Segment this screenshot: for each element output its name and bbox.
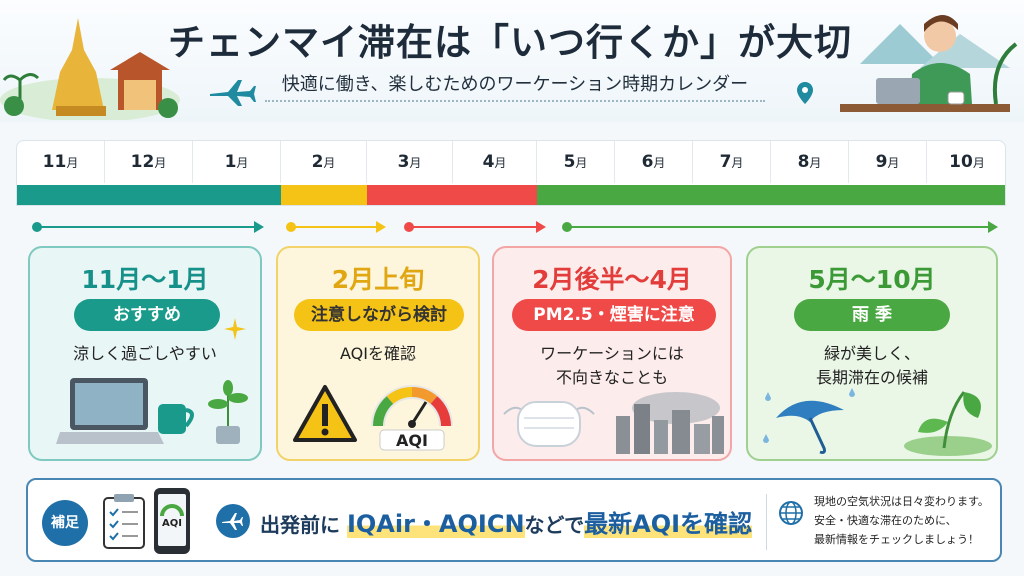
card-badge: PM2.5・煙害に注意 <box>512 299 716 331</box>
page-title: チェンマイ滞在は「いつ行くか」が大切 <box>168 21 852 64</box>
month-cell: 9月 <box>849 141 927 183</box>
month-cell: 12月 <box>105 141 193 183</box>
arrow-rainy <box>562 221 998 233</box>
supplement-note: 補足 AQI 出発前に IQAir・AQICNなどで最新AQIを確認 現地の空気… <box>26 478 1002 562</box>
smartphone-icon <box>154 488 190 554</box>
subtitle-divider <box>265 100 765 102</box>
card-badge: 注意しながら検討 <box>294 299 464 331</box>
card-description: AQIを確認 <box>340 344 416 363</box>
arrow-caution <box>286 221 386 233</box>
airplane-icon <box>210 80 256 106</box>
person-working-illustration <box>840 15 1018 112</box>
card-title: 2月上旬 <box>331 265 425 294</box>
note-message: 出発前に IQAir・AQICNなどで最新AQIを確認 <box>260 510 753 538</box>
header: チェンマイ滞在は「いつ行くか」が大切 快適に働き、楽しむためのワーケーション時期… <box>0 0 1024 122</box>
card-rainy: 5月～10月 雨 季 緑が美しく、 長期滞在の候補 <box>746 246 998 461</box>
month-cell: 6月 <box>615 141 693 183</box>
card-recommended: 11月～1月 おすすめ 涼しく過ごしやすい <box>28 246 262 461</box>
card-title: 11月～1月 <box>81 265 209 294</box>
laptop-icon <box>56 378 164 444</box>
season-bar-caution <box>281 185 367 205</box>
face-mask-icon <box>503 401 595 447</box>
page-subtitle: 快適に働き、楽しむためのワーケーション時期カレンダー <box>281 74 749 95</box>
aqi-gauge-icon <box>371 385 453 451</box>
month-timeline: 11月 12月 1月 2月 3月 4月 5月 6月 7月 8月 9月 10月 <box>16 140 1006 206</box>
month-cell: 1月 <box>193 141 281 183</box>
plant-icon <box>208 380 248 444</box>
umbrella-icon <box>763 388 855 454</box>
coffee-cup-icon <box>158 404 194 434</box>
season-bar-rainy <box>537 185 1005 205</box>
month-cell: 2月 <box>281 141 367 183</box>
warning-icon <box>293 385 357 442</box>
card-description: ワーケーションには 不向きなことも <box>540 344 684 387</box>
month-cell: 8月 <box>771 141 849 183</box>
card-title: 2月後半～4月 <box>532 265 692 294</box>
note-divider <box>766 494 767 550</box>
temple-illustration <box>0 18 180 120</box>
arrow-recommended <box>32 221 264 233</box>
note-badge: 補足 <box>42 500 88 546</box>
globe-icon <box>779 501 803 525</box>
green-leaves-icon <box>904 391 992 456</box>
month-cell: 11月 <box>17 141 105 183</box>
arrow-smoke <box>404 221 546 233</box>
clipboard-checklist-icon <box>103 494 145 549</box>
location-pin-icon <box>797 82 813 104</box>
phone-aqi-label: AQI <box>162 518 182 529</box>
note-side-text: 現地の空気状況は日々変わります。 安全・快適な滞在のために、 最新情報をチェック… <box>814 495 989 546</box>
note-highlight-aqi: 最新AQIを確認 <box>584 510 753 538</box>
card-smoke: 2月後半～4月 PM2.5・煙害に注意 ワーケーションには 不向きなことも <box>492 246 732 461</box>
month-cell: 10月 <box>949 152 985 172</box>
card-title: 5月～10月 <box>808 265 936 294</box>
card-badge: 雨 季 <box>794 299 950 331</box>
smog-city-icon <box>616 392 724 454</box>
note-highlight-sources: IQAir・AQICN <box>346 510 525 538</box>
month-cell: 3月 <box>367 141 453 183</box>
month-cell: 5月 <box>537 141 615 183</box>
card-description: 緑が美しく、 長期滞在の候補 <box>815 344 928 387</box>
card-badge: おすすめ <box>74 299 220 331</box>
season-bar-smoke <box>367 185 537 205</box>
month-cell: 4月 <box>453 141 537 183</box>
gauge-label: AQI <box>396 431 428 450</box>
month-cell: 7月 <box>693 141 771 183</box>
card-description: 涼しく過ごしやすい <box>73 344 217 363</box>
airplane-icon <box>216 504 250 538</box>
sparkle-icon <box>224 318 246 340</box>
season-bar-recommended <box>17 185 281 205</box>
card-caution: 2月上旬 注意しながら検討 AQIを確認 AQI <box>276 246 480 461</box>
